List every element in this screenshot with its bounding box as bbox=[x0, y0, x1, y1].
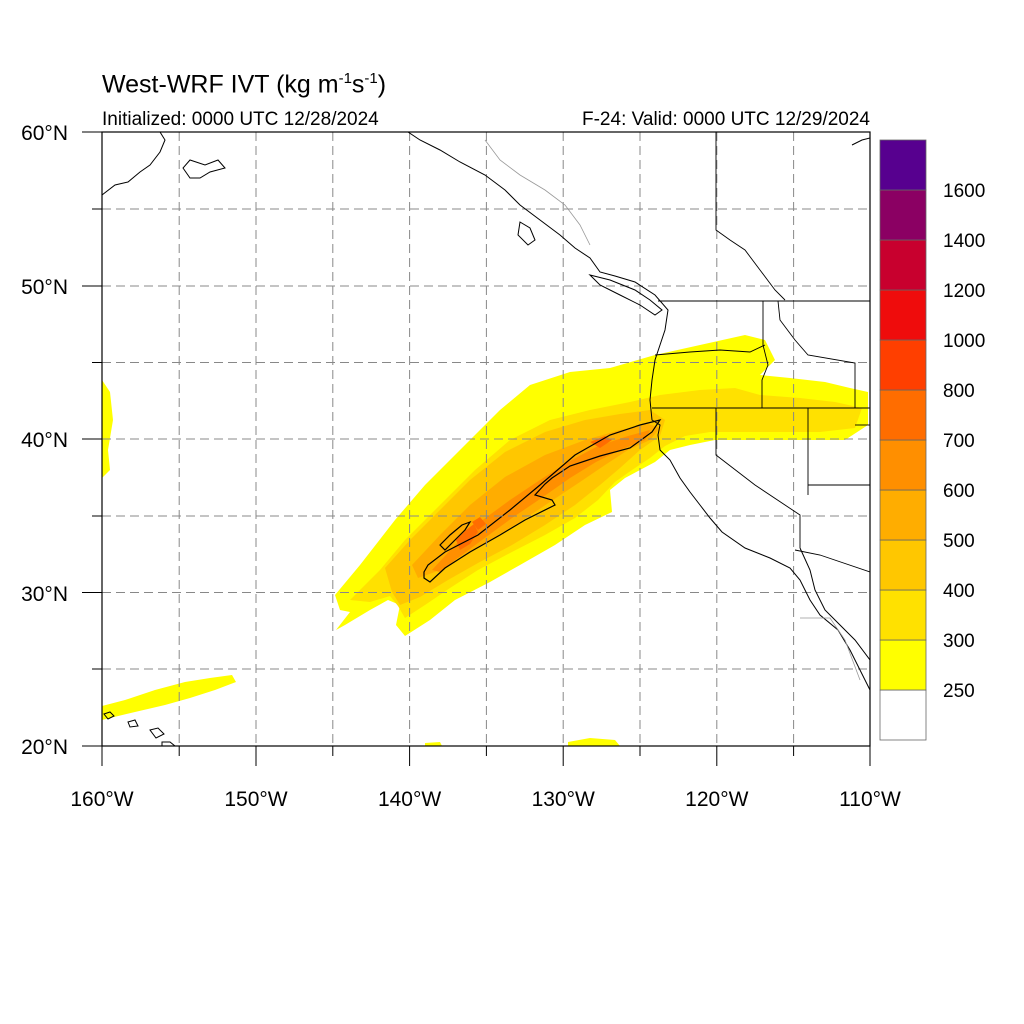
colorbar-label: 700 bbox=[943, 431, 975, 452]
lat-label: 60°N bbox=[21, 122, 68, 145]
colorbar-box bbox=[879, 339, 927, 391]
political-borders bbox=[652, 132, 870, 573]
ivt-250-tropical-band bbox=[102, 675, 236, 720]
border-mexico-states bbox=[800, 617, 861, 681]
coastline-hawaii-oahu bbox=[127, 719, 139, 728]
y-minor-ticks bbox=[92, 208, 102, 670]
colorbar-box bbox=[879, 589, 927, 641]
ivt-filled-contours bbox=[102, 335, 868, 746]
ivt-contour-outline bbox=[423, 419, 662, 583]
lon-label: 140°W bbox=[378, 788, 441, 811]
lon-label: 120°W bbox=[685, 788, 748, 811]
colorbar-boxes bbox=[879, 139, 927, 741]
lon-label: 130°W bbox=[532, 788, 595, 811]
colorbar-label: 1200 bbox=[943, 281, 985, 302]
ivt-250-west-edge bbox=[102, 380, 113, 478]
coastline-alaska-south bbox=[182, 159, 226, 179]
lat-label: 50°N bbox=[21, 276, 68, 299]
colorbar-label: 1600 bbox=[943, 181, 985, 202]
coastline-hawaii-big bbox=[161, 741, 176, 746]
valid-time-label: F-24: Valid: 0000 UTC 12/29/2024 bbox=[582, 109, 870, 130]
colorbar-box bbox=[879, 439, 927, 491]
map-title: West-WRF IVT (kg m-1s-1) bbox=[102, 70, 387, 99]
coastline-baja bbox=[799, 547, 870, 661]
colorbar-label: 250 bbox=[943, 681, 975, 702]
colorbar-label: 300 bbox=[943, 631, 975, 652]
border-bc-alberta bbox=[715, 132, 786, 301]
lon-label: 150°W bbox=[224, 788, 287, 811]
graticule-lines bbox=[102, 132, 870, 746]
lon-label: 110°W bbox=[839, 788, 901, 811]
colorbar-box bbox=[879, 389, 927, 441]
border-alaska-canada bbox=[484, 139, 591, 246]
ivt-250-south-blob bbox=[568, 738, 620, 746]
coastlines bbox=[102, 132, 870, 746]
latitude-labels: 60°N 50°N 40°N 30°N 20°N bbox=[21, 122, 68, 759]
colorbar-box bbox=[879, 689, 927, 741]
coastline-alaska-panhandle bbox=[407, 132, 870, 691]
coastline-hawaii-maui bbox=[149, 727, 165, 739]
border-idaho bbox=[761, 301, 769, 408]
border-us-mexico bbox=[794, 549, 870, 573]
ivt-contour-line-main bbox=[423, 419, 662, 583]
lat-label: 40°N bbox=[21, 429, 68, 452]
initialized-time-label: Initialized: 0000 UTC 12/28/2024 bbox=[102, 109, 379, 130]
colorbar-label: 800 bbox=[943, 381, 975, 402]
colorbar: 250 300 400 500 600 700 800 1000 1200 1400 1600 bbox=[879, 139, 985, 741]
colorbar-box bbox=[879, 639, 927, 691]
coastline-hawaii-niihau bbox=[103, 711, 115, 720]
axis-ticks bbox=[82, 131, 871, 766]
lat-label: 30°N bbox=[21, 583, 68, 606]
coastline-vancouver-island bbox=[588, 274, 663, 316]
colorbar-label: 600 bbox=[943, 481, 975, 502]
colorbar-label: 1400 bbox=[943, 231, 985, 252]
colorbar-label: 400 bbox=[943, 581, 975, 602]
colorbar-box bbox=[879, 489, 927, 541]
y-major-ticks bbox=[82, 131, 102, 747]
x-minor-ticks bbox=[178, 746, 795, 756]
border-montana bbox=[777, 300, 870, 409]
coastline-hudson bbox=[851, 137, 870, 146]
colorbar-box bbox=[879, 139, 927, 191]
ivt-600-core bbox=[432, 430, 650, 572]
colorbar-box bbox=[879, 289, 927, 341]
colorbar-box bbox=[879, 239, 927, 291]
lat-label: 20°N bbox=[21, 736, 68, 759]
x-major-ticks bbox=[101, 746, 871, 766]
graticule bbox=[102, 132, 870, 746]
colorbar-label: 1000 bbox=[943, 331, 985, 352]
ivt-250-south-blob-2 bbox=[425, 742, 442, 746]
border-wa-or bbox=[654, 344, 766, 356]
border-ca-nv bbox=[715, 408, 801, 548]
ivt-contour-line-inner bbox=[439, 520, 472, 551]
ivt-700-spot-2 bbox=[472, 517, 486, 530]
colorbar-box bbox=[879, 189, 927, 241]
colorbar-label: 500 bbox=[943, 531, 975, 552]
longitude-labels: 160°W 150°W 140°W 130°W 120°W 110°W bbox=[70, 788, 901, 811]
coastline-queen-charlotte bbox=[517, 221, 536, 246]
colorbar-labels: 250 300 400 500 600 700 800 1000 1200 1400 1600 bbox=[943, 181, 985, 702]
lon-label: 160°W bbox=[70, 788, 133, 811]
coastline-alaska-west bbox=[102, 132, 166, 196]
colorbar-box bbox=[879, 539, 927, 591]
thin-borders bbox=[484, 139, 861, 681]
